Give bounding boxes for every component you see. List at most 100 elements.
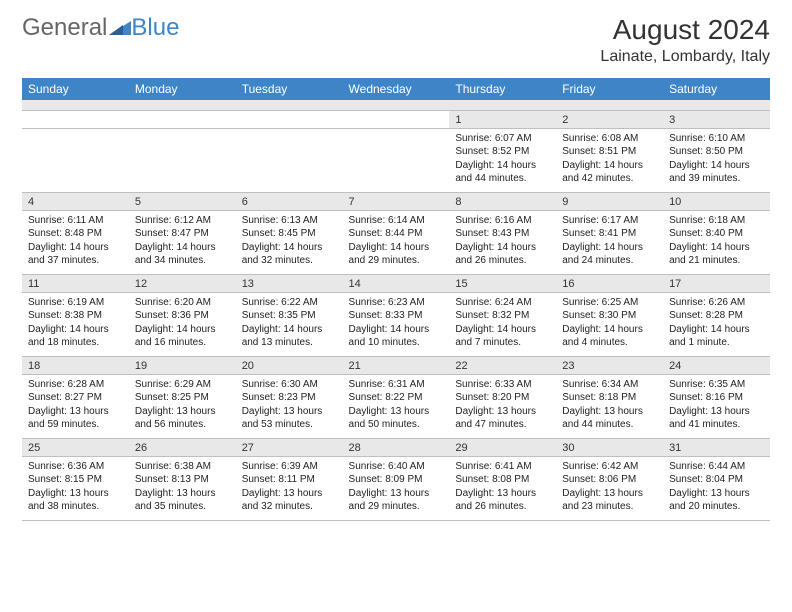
day-number-cell: 8	[449, 192, 556, 210]
daylight-line: Daylight: 13 hours and 41 minutes.	[669, 405, 764, 432]
day-number-cell: 5	[129, 192, 236, 210]
sunset-line: Sunset: 8:47 PM	[135, 227, 230, 241]
day-number-cell: 15	[449, 274, 556, 292]
day-content-cell: Sunrise: 6:17 AMSunset: 8:41 PMDaylight:…	[556, 210, 663, 274]
daylight-line: Daylight: 14 hours and 42 minutes.	[562, 159, 657, 186]
day-number-cell: 24	[663, 356, 770, 374]
sunrise-line: Sunrise: 6:17 AM	[562, 214, 657, 228]
sunset-line: Sunset: 8:45 PM	[242, 227, 337, 241]
daylight-line: Daylight: 14 hours and 1 minute.	[669, 323, 764, 350]
day-content-cell: Sunrise: 6:19 AMSunset: 8:38 PMDaylight:…	[22, 292, 129, 356]
daylight-line: Daylight: 14 hours and 21 minutes.	[669, 241, 764, 268]
daylight-line: Daylight: 14 hours and 39 minutes.	[669, 159, 764, 186]
sunrise-line: Sunrise: 6:24 AM	[455, 296, 550, 310]
sunset-line: Sunset: 8:18 PM	[562, 391, 657, 405]
daynum-row: 123	[22, 110, 770, 128]
day-number-cell: 25	[22, 438, 129, 456]
daylight-line: Daylight: 14 hours and 37 minutes.	[28, 241, 123, 268]
daynum-row: 25262728293031	[22, 438, 770, 456]
day-content-cell: Sunrise: 6:31 AMSunset: 8:22 PMDaylight:…	[343, 374, 450, 438]
day-content-row: Sunrise: 6:36 AMSunset: 8:15 PMDaylight:…	[22, 456, 770, 520]
sunrise-line: Sunrise: 6:16 AM	[455, 214, 550, 228]
sunrise-line: Sunrise: 6:10 AM	[669, 132, 764, 146]
sunset-line: Sunset: 8:23 PM	[242, 391, 337, 405]
sunrise-line: Sunrise: 6:35 AM	[669, 378, 764, 392]
sunrise-line: Sunrise: 6:25 AM	[562, 296, 657, 310]
sunset-line: Sunset: 8:35 PM	[242, 309, 337, 323]
sunset-line: Sunset: 8:40 PM	[669, 227, 764, 241]
day-content-row: Sunrise: 6:11 AMSunset: 8:48 PMDaylight:…	[22, 210, 770, 274]
sunrise-line: Sunrise: 6:11 AM	[28, 214, 123, 228]
daynum-row: 45678910	[22, 192, 770, 210]
daylight-line: Daylight: 14 hours and 29 minutes.	[349, 241, 444, 268]
day-number-cell: 30	[556, 438, 663, 456]
sunset-line: Sunset: 8:43 PM	[455, 227, 550, 241]
day-content-cell: Sunrise: 6:30 AMSunset: 8:23 PMDaylight:…	[236, 374, 343, 438]
day-header: Saturday	[663, 78, 770, 100]
sunset-line: Sunset: 8:13 PM	[135, 473, 230, 487]
day-header: Sunday	[22, 78, 129, 100]
daylight-line: Daylight: 14 hours and 18 minutes.	[28, 323, 123, 350]
day-number-cell	[236, 110, 343, 128]
day-number-cell: 16	[556, 274, 663, 292]
sunset-line: Sunset: 8:52 PM	[455, 145, 550, 159]
daylight-line: Daylight: 13 hours and 29 minutes.	[349, 487, 444, 514]
day-number-cell: 13	[236, 274, 343, 292]
daylight-line: Daylight: 14 hours and 32 minutes.	[242, 241, 337, 268]
daylight-line: Daylight: 13 hours and 35 minutes.	[135, 487, 230, 514]
day-header: Thursday	[449, 78, 556, 100]
day-content-cell: Sunrise: 6:14 AMSunset: 8:44 PMDaylight:…	[343, 210, 450, 274]
day-number-cell: 6	[236, 192, 343, 210]
day-number-cell: 7	[343, 192, 450, 210]
day-content-cell: Sunrise: 6:11 AMSunset: 8:48 PMDaylight:…	[22, 210, 129, 274]
sunset-line: Sunset: 8:36 PM	[135, 309, 230, 323]
day-number-cell: 12	[129, 274, 236, 292]
daylight-line: Daylight: 13 hours and 26 minutes.	[455, 487, 550, 514]
sunset-line: Sunset: 8:11 PM	[242, 473, 337, 487]
day-number-cell: 9	[556, 192, 663, 210]
sunrise-line: Sunrise: 6:38 AM	[135, 460, 230, 474]
daylight-line: Daylight: 13 hours and 47 minutes.	[455, 405, 550, 432]
logo-general: General	[22, 14, 107, 42]
sunset-line: Sunset: 8:16 PM	[669, 391, 764, 405]
day-header: Friday	[556, 78, 663, 100]
daylight-line: Daylight: 14 hours and 16 minutes.	[135, 323, 230, 350]
day-content-cell: Sunrise: 6:12 AMSunset: 8:47 PMDaylight:…	[129, 210, 236, 274]
daylight-line: Daylight: 14 hours and 7 minutes.	[455, 323, 550, 350]
sunrise-line: Sunrise: 6:34 AM	[562, 378, 657, 392]
day-content-cell: Sunrise: 6:22 AMSunset: 8:35 PMDaylight:…	[236, 292, 343, 356]
daylight-line: Daylight: 13 hours and 50 minutes.	[349, 405, 444, 432]
sunrise-line: Sunrise: 6:18 AM	[669, 214, 764, 228]
daylight-line: Daylight: 14 hours and 13 minutes.	[242, 323, 337, 350]
daylight-line: Daylight: 13 hours and 23 minutes.	[562, 487, 657, 514]
day-content-cell: Sunrise: 6:44 AMSunset: 8:04 PMDaylight:…	[663, 456, 770, 520]
day-header: Tuesday	[236, 78, 343, 100]
day-number-cell	[22, 110, 129, 128]
calendar-body: 123Sunrise: 6:07 AMSunset: 8:52 PMDaylig…	[22, 110, 770, 520]
sunrise-line: Sunrise: 6:41 AM	[455, 460, 550, 474]
sunset-line: Sunset: 8:09 PM	[349, 473, 444, 487]
sunrise-line: Sunrise: 6:42 AM	[562, 460, 657, 474]
sunset-line: Sunset: 8:38 PM	[28, 309, 123, 323]
day-number-cell: 23	[556, 356, 663, 374]
day-number-cell: 14	[343, 274, 450, 292]
sunrise-line: Sunrise: 6:23 AM	[349, 296, 444, 310]
sunset-line: Sunset: 8:27 PM	[28, 391, 123, 405]
sunset-line: Sunset: 8:32 PM	[455, 309, 550, 323]
day-number-cell: 27	[236, 438, 343, 456]
sunset-line: Sunset: 8:28 PM	[669, 309, 764, 323]
day-number-cell: 2	[556, 110, 663, 128]
day-content-row: Sunrise: 6:07 AMSunset: 8:52 PMDaylight:…	[22, 128, 770, 192]
day-number-cell: 1	[449, 110, 556, 128]
day-content-cell: Sunrise: 6:10 AMSunset: 8:50 PMDaylight:…	[663, 128, 770, 192]
day-number-cell: 10	[663, 192, 770, 210]
daylight-line: Daylight: 13 hours and 20 minutes.	[669, 487, 764, 514]
day-content-cell	[236, 128, 343, 192]
logo-blue: Blue	[131, 14, 179, 42]
logo: General Blue	[22, 14, 179, 42]
daylight-line: Daylight: 14 hours and 4 minutes.	[562, 323, 657, 350]
day-number-cell: 4	[22, 192, 129, 210]
day-content-cell: Sunrise: 6:07 AMSunset: 8:52 PMDaylight:…	[449, 128, 556, 192]
header-right: August 2024 Lainate, Lombardy, Italy	[600, 14, 770, 66]
sunset-line: Sunset: 8:33 PM	[349, 309, 444, 323]
